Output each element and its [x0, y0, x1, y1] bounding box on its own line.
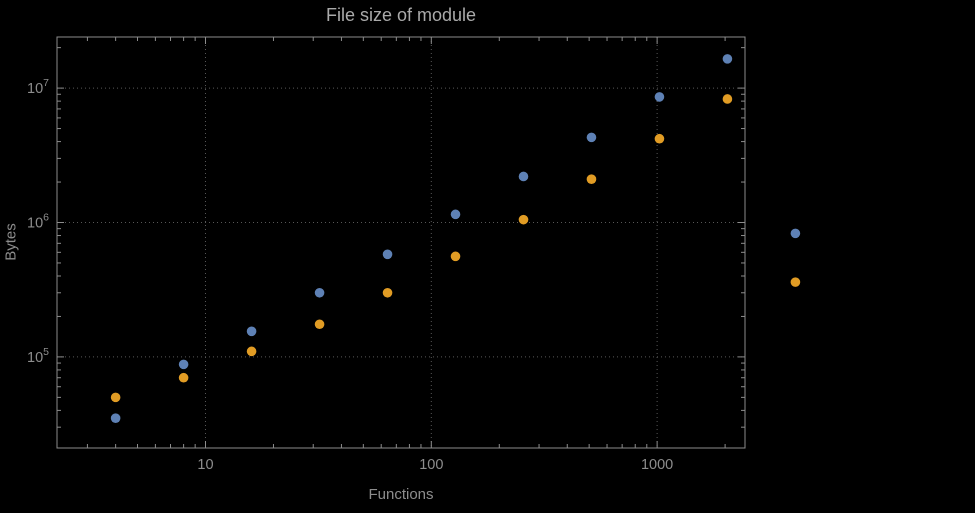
- data-point-series-1: [518, 171, 529, 182]
- data-point-series-1: [586, 132, 597, 143]
- plot-frame: [56, 36, 746, 449]
- x-tick-label: 100: [419, 457, 443, 473]
- data-point-series-2: [450, 251, 461, 262]
- y-tick-label: 106: [27, 212, 49, 232]
- x-axis-label: Functions: [368, 486, 434, 503]
- data-point-series-1: [314, 287, 325, 298]
- data-point-series-2: [586, 174, 597, 184]
- data-point-series-2: [246, 346, 257, 357]
- y-axis-label: Bytes: [2, 223, 20, 261]
- data-point-series-2: [790, 277, 801, 287]
- x-tick-label: 1000: [641, 457, 673, 473]
- data-point-series-1: [790, 228, 801, 239]
- data-point-series-2: [314, 319, 325, 330]
- x-tick-label: 10: [197, 457, 213, 473]
- data-point-series-2: [518, 214, 529, 225]
- data-point-series-1: [450, 209, 461, 220]
- data-point-series-1: [382, 249, 393, 260]
- data-point-series-1: [654, 92, 665, 102]
- y-tick-label: 107: [27, 77, 49, 97]
- data-point-series-2: [722, 94, 733, 104]
- data-point-series-2: [110, 392, 121, 403]
- data-point-series-1: [722, 54, 733, 64]
- data-point-series-2: [654, 133, 665, 144]
- data-point-series-2: [382, 287, 393, 298]
- chart-title: File size of module: [325, 5, 477, 25]
- data-point-series-1: [178, 359, 189, 370]
- data-point-series-1: [110, 413, 121, 423]
- y-tick-label: 105: [27, 346, 49, 366]
- data-point-series-2: [178, 372, 189, 383]
- data-point-series-1: [246, 326, 257, 337]
